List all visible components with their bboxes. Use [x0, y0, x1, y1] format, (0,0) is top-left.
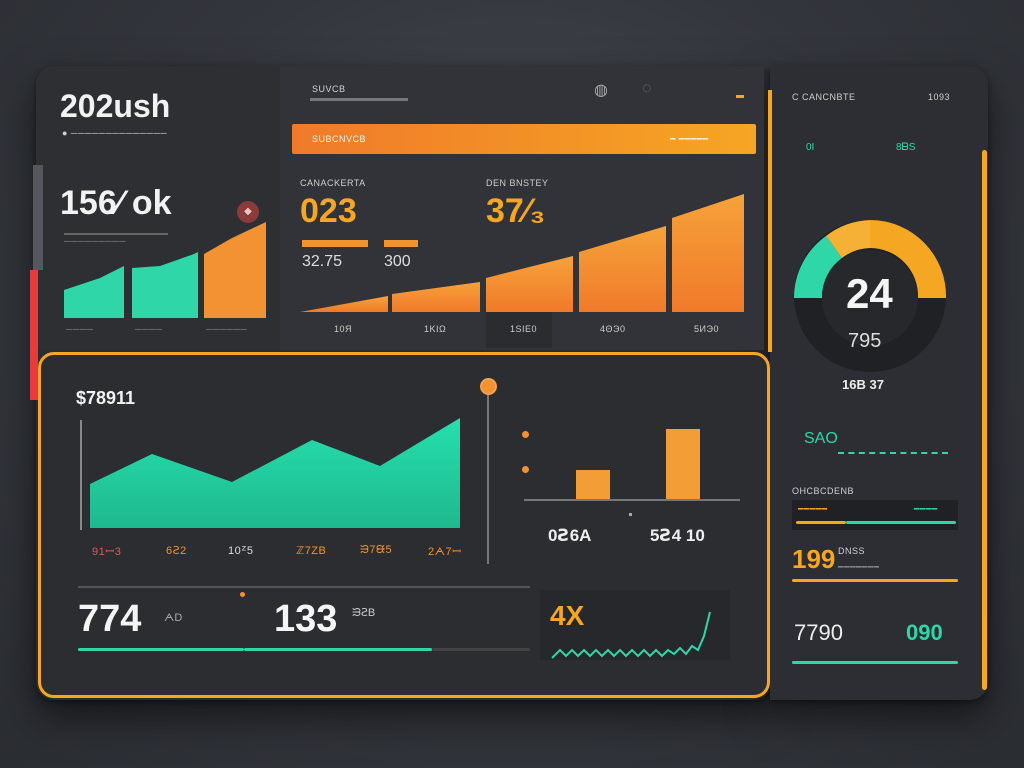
mid-tick-1: 10Я	[334, 324, 353, 334]
side-stat2-right: 090	[906, 620, 943, 645]
left-kpi-sub: ─────────	[64, 236, 126, 246]
kpi-133-unit: ᙐꙄB	[352, 607, 376, 619]
mid-header-label: SUVCB	[312, 84, 346, 94]
mid-kpi2-value: 37⁄₃	[486, 192, 546, 230]
donut-caption: 16B 37	[842, 377, 884, 392]
settings-icon[interactable]: ◍	[594, 82, 608, 99]
divider-yellow	[768, 90, 772, 352]
kpi-774-value: 774	[78, 598, 142, 640]
mid-kpi1-sub-a: 32.75	[302, 253, 343, 270]
side-bar-label-1: ━━━━━	[798, 504, 828, 514]
left-footer-1: ────	[66, 324, 94, 334]
left-footer-3: ──────	[206, 324, 248, 334]
area-tick-4: ℤ7ΖB	[296, 545, 327, 557]
brand-subtitle: ● ──────────────	[62, 128, 168, 138]
kpi-track	[432, 648, 530, 651]
scrubber-line	[487, 384, 489, 564]
mid-kpi2-label: DEN BNSTEY	[486, 178, 549, 188]
mid-tick-3: 1SIE0	[510, 324, 538, 334]
kpi-133-value: 133	[274, 598, 338, 640]
kpi-774-bar	[78, 648, 244, 651]
bar-marker	[629, 513, 632, 516]
left-kpi-value: 156⁄ ok	[60, 184, 172, 222]
area-tick-5: ᙐ7ᙠ5	[360, 544, 393, 556]
mid-kpi1-bar-a	[302, 240, 368, 247]
area-tick-3: 10ᙆ5	[228, 545, 254, 557]
side-header-label: C CANCNBTE	[792, 92, 856, 102]
bar-baseline	[524, 499, 740, 501]
side-yellow-edge	[982, 150, 987, 690]
kpi-133-bar	[244, 648, 432, 651]
left-kpi-rule	[64, 233, 168, 235]
bottom-title: $78911	[76, 388, 136, 408]
side-teal-label-1: 0I	[806, 142, 815, 153]
side-stat2-left: 7790	[794, 620, 843, 645]
kpi-4x-value: 4X	[550, 600, 585, 631]
mid-rising-chart	[300, 194, 744, 312]
dashboard-side-panel	[770, 66, 988, 700]
area-tick-2: 6Ꙅ2	[166, 545, 187, 557]
kpi-strip-top-rule	[78, 586, 530, 588]
mid-tick-2: 1ΚΙΩ	[424, 324, 447, 334]
kpi-774-unit: ᗅD	[164, 612, 183, 624]
sparkline-dash	[838, 452, 948, 456]
teal-area-chart	[90, 418, 460, 528]
mid-kpi1-value: 023	[300, 192, 357, 230]
mid-kpi1-label: CANACKERTA	[300, 178, 366, 188]
mid-tick-4: 4ΘЭ0	[600, 324, 626, 334]
bar-legend-dot-1	[522, 431, 529, 438]
donut-value: 24	[846, 270, 893, 317]
brand-title: 202ush	[60, 88, 171, 124]
side-stat1-sub: ━━━━━━━	[838, 562, 880, 572]
side-stat1-label: DNSS	[838, 546, 866, 556]
side-stat1-rule	[792, 579, 958, 582]
bar-legend-dot-2	[522, 466, 529, 473]
bar-value-2: 5Ꙅ4 10	[650, 526, 705, 545]
mid-kpi1-bar-b	[384, 240, 418, 247]
mid-kpi1-sub-b: 300	[384, 253, 411, 270]
left-red-accent	[30, 270, 38, 400]
left-area-chart	[64, 222, 266, 318]
alert-badge-icon[interactable]: ◆	[237, 201, 259, 223]
side-progress-box	[792, 500, 958, 530]
area-y-axis	[80, 420, 82, 530]
banner-left-label: SUBCNVCB	[312, 134, 367, 144]
side-progress-orange	[796, 521, 846, 524]
left-accent-bar	[33, 165, 43, 270]
banner-right-label: ━ ━━━━━	[670, 134, 709, 144]
orange-banner[interactable]	[292, 124, 756, 154]
donut-gauge	[794, 220, 947, 372]
mid-header-underline	[310, 98, 408, 101]
side-header-value: 1093	[928, 92, 951, 102]
mid-chart-tab	[486, 312, 552, 348]
donut-sub: 795	[848, 330, 882, 352]
side-teal-label-2: 8ᗷS	[896, 142, 916, 153]
profile-icon[interactable]: ◌	[642, 80, 652, 97]
kpi-strip-dot	[240, 592, 245, 597]
bar-value-1: 0Ꙅ6A	[548, 526, 592, 545]
scrubber-handle[interactable]	[480, 378, 497, 395]
left-footer-2: ────	[135, 324, 163, 334]
bar-2	[666, 429, 700, 500]
green-sparkline	[551, 611, 711, 659]
menu-marker	[736, 95, 744, 98]
side-stat2-rule	[792, 661, 958, 664]
area-tick-1: 91ꟷ3	[92, 546, 122, 558]
area-tick-6: 2ᗅ7ꟷ	[428, 546, 462, 558]
side-bar-label-2: ━━━━	[914, 504, 938, 514]
mid-tick-5: 5ИЭ0	[694, 324, 719, 334]
sparkline-label: SAO	[804, 430, 838, 447]
side-section-label: OHCBCDENB	[792, 486, 855, 496]
side-progress-teal	[846, 521, 956, 524]
bar-1	[576, 470, 610, 500]
side-stat1-value: 199	[792, 544, 836, 574]
